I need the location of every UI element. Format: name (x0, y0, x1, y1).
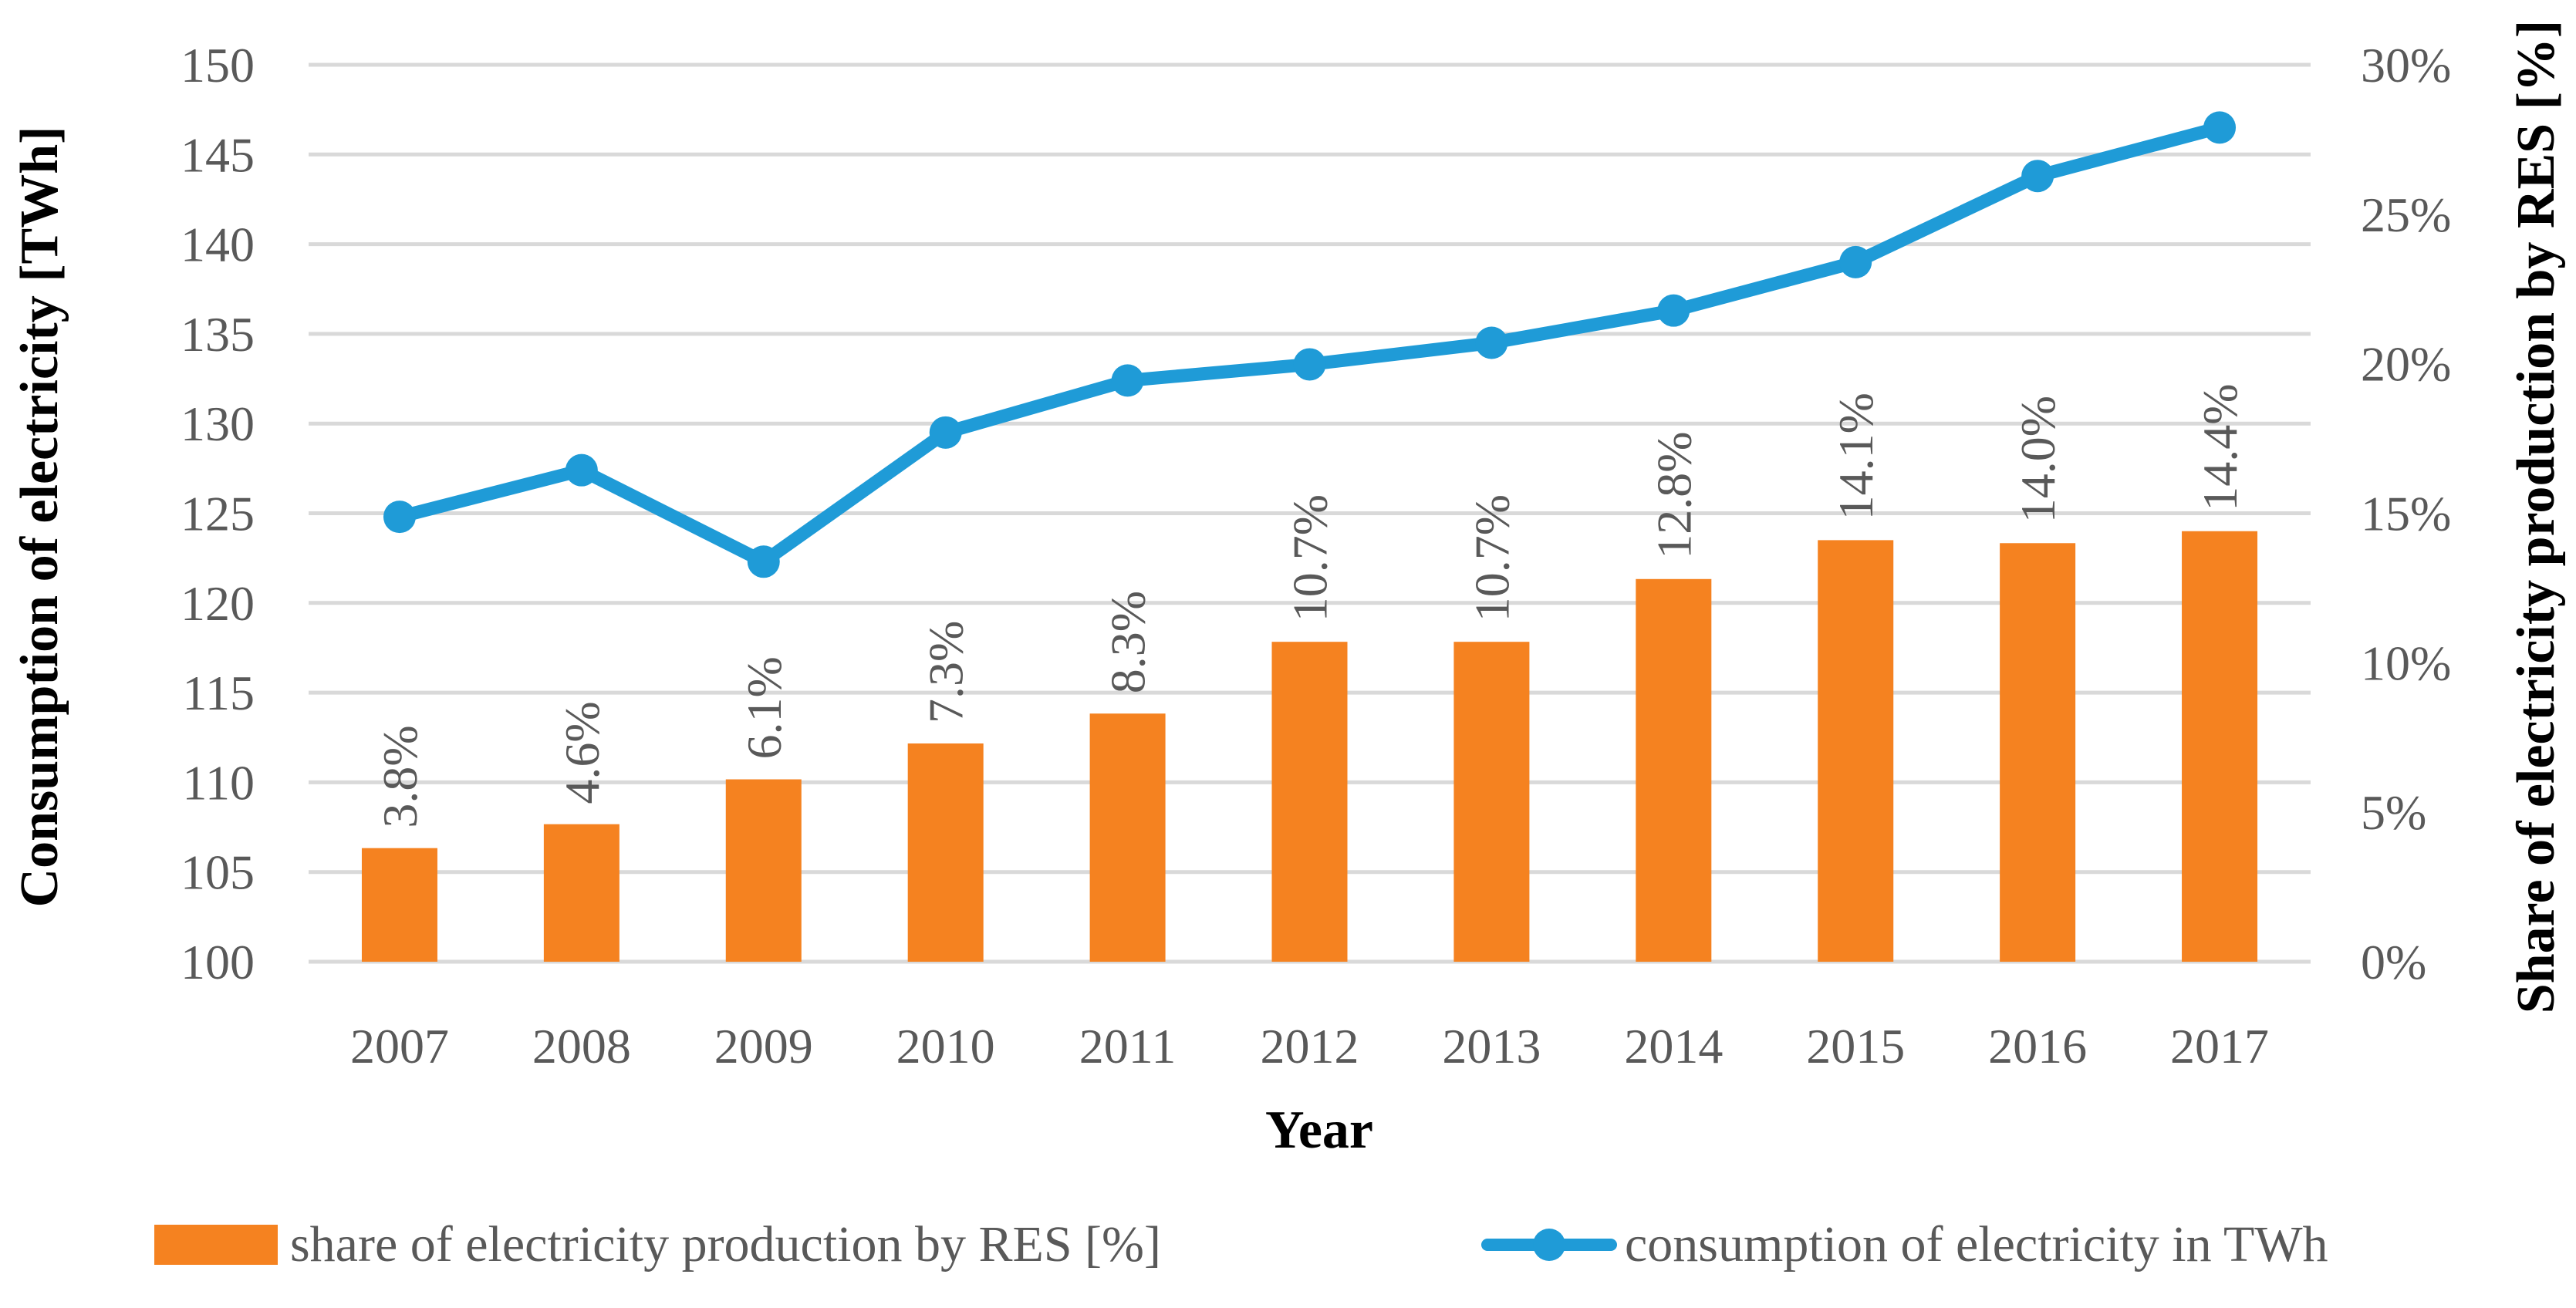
x-tick-label: 2011 (1079, 1019, 1177, 1074)
left-axis-ticks: 100 105 110 115 120 125 130 135 140 145 150 (181, 38, 255, 989)
line-point (1839, 245, 1872, 278)
bar-data-labels: 3.8% 4.6% 6.1% 7.3% 8.3% 10.7% 10.7% 12.8% 14.1%… (373, 383, 2247, 828)
bar-series-res-share (361, 531, 2258, 962)
bar (361, 848, 437, 962)
line-point (1111, 364, 1144, 397)
line-point (2021, 160, 2054, 193)
x-tick-label: 2015 (1806, 1019, 1905, 1074)
line-point (1657, 294, 1690, 327)
bar-data-label: 14.0% (2010, 396, 2065, 523)
right-axis-ticks: 0% 5% 10% 15% 20% 25% 30% (2361, 38, 2451, 989)
bar (907, 743, 984, 962)
x-tick-label: 2012 (1261, 1019, 1359, 1074)
bar (725, 779, 802, 962)
y2-tick-label: 10% (2361, 635, 2451, 690)
line-point (565, 453, 598, 487)
line-point (929, 416, 962, 449)
bar-data-label: 7.3% (919, 621, 974, 723)
legend-label-res-share: share of electricity production by RES [… (290, 1216, 1161, 1273)
bar-data-label: 14.1% (1828, 393, 1883, 520)
y2-tick-label: 20% (2361, 337, 2451, 392)
bar (2182, 531, 2258, 962)
bar-data-label: 8.3% (1101, 591, 1156, 693)
line-point (1475, 326, 1508, 359)
x-tick-label: 2008 (532, 1019, 631, 1074)
y-tick-label: 115 (182, 666, 255, 720)
bar (1271, 642, 1348, 962)
x-tick-label: 2010 (896, 1019, 995, 1074)
x-axis-title: Year (1265, 1101, 1373, 1160)
x-tick-label: 2014 (1624, 1019, 1723, 1074)
bar-data-label: 10.7% (1283, 494, 1338, 622)
line-point (2203, 111, 2237, 144)
y-tick-label: 105 (181, 845, 255, 900)
line-point (747, 545, 780, 578)
x-axis-ticks: 2007 2008 2009 2010 2011 2012 2013 2014 2015 2016… (350, 1019, 2269, 1074)
legend-swatch-res-share (154, 1225, 278, 1265)
y2-axis-title: Share of electricity production by RES [… (2507, 20, 2566, 1013)
x-tick-label: 2016 (1988, 1019, 2087, 1074)
y2-tick-label: 15% (2361, 487, 2451, 541)
y-tick-label: 135 (181, 307, 255, 362)
y-tick-label: 120 (181, 576, 255, 631)
bar (1089, 713, 1166, 962)
y2-tick-label: 30% (2361, 38, 2451, 93)
bar-data-label: 4.6% (555, 701, 609, 804)
y-tick-label: 130 (181, 396, 255, 451)
y-tick-label: 145 (181, 127, 255, 182)
x-tick-label: 2017 (2170, 1019, 2269, 1074)
y-axis-title: Consumption of electricity [TWh] (10, 126, 69, 908)
y2-tick-label: 0% (2361, 935, 2426, 989)
bar (543, 824, 620, 962)
legend-label-consumption: consumption of electricity in TWh (1625, 1216, 2328, 1273)
y-tick-label: 125 (181, 487, 255, 541)
line-series-consumption (383, 111, 2237, 578)
bar (1636, 578, 1712, 962)
bar (1453, 642, 1530, 962)
bar-data-label: 3.8% (373, 725, 427, 828)
x-tick-label: 2009 (714, 1019, 813, 1074)
y-tick-label: 150 (181, 38, 255, 93)
bar-data-label: 6.1% (737, 656, 792, 759)
legend-swatch-consumption-marker (1533, 1229, 1565, 1261)
y-tick-label: 100 (181, 935, 255, 989)
gridlines (309, 62, 2311, 964)
bar-data-label: 10.7% (1464, 494, 1519, 622)
bar-data-label: 14.4% (2193, 383, 2247, 511)
y-tick-label: 110 (182, 755, 255, 810)
bar (1818, 540, 1894, 962)
y2-tick-label: 5% (2361, 785, 2426, 840)
y2-tick-label: 25% (2361, 187, 2451, 242)
x-tick-label: 2007 (350, 1019, 449, 1074)
bar (2000, 543, 2076, 962)
legend: share of electricity production by RES [… (154, 1216, 2328, 1273)
y-tick-label: 140 (181, 217, 255, 272)
bar-data-label: 12.8% (1646, 431, 1701, 558)
line-point (383, 501, 416, 534)
line-point (1293, 348, 1326, 381)
x-tick-label: 2013 (1442, 1019, 1541, 1074)
